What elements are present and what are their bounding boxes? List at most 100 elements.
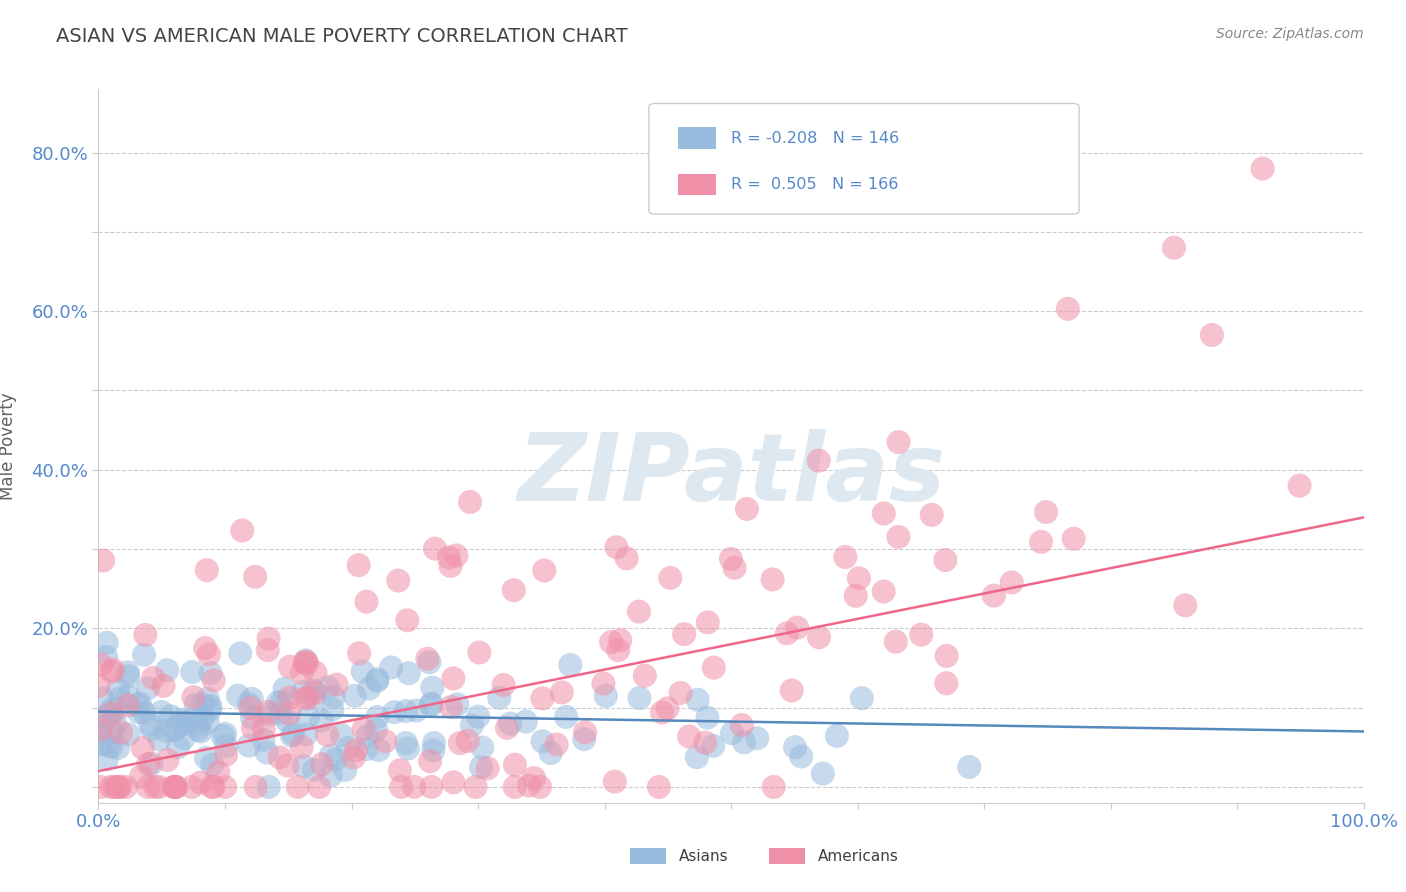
- Point: [648, 780, 671, 794]
- Point: [437, 550, 460, 565]
- Point: [200, 666, 222, 681]
- Point: [202, 780, 225, 794]
- Point: [723, 561, 745, 575]
- Point: [419, 698, 441, 712]
- Point: [957, 760, 980, 774]
- Point: [141, 723, 163, 737]
- Point: [387, 574, 409, 588]
- Point: [238, 697, 260, 711]
- Point: [747, 731, 769, 746]
- Point: [165, 780, 187, 794]
- Point: [295, 727, 318, 741]
- Point: [276, 714, 298, 728]
- Point: [396, 613, 419, 627]
- Point: [1035, 505, 1057, 519]
- Point: [395, 736, 418, 750]
- Point: [94, 650, 117, 665]
- Point: [259, 707, 281, 722]
- Point: [128, 705, 150, 719]
- Point: [90, 737, 112, 751]
- Point: [529, 780, 551, 794]
- Point: [389, 780, 412, 794]
- Point: [935, 676, 957, 690]
- FancyBboxPatch shape: [678, 174, 716, 195]
- Point: [398, 666, 420, 681]
- Point: [127, 698, 149, 712]
- Text: R =  0.505   N = 166: R = 0.505 N = 166: [731, 178, 898, 192]
- Point: [104, 703, 127, 717]
- Point: [330, 728, 353, 742]
- Point: [278, 659, 301, 673]
- Point: [115, 780, 138, 794]
- Point: [605, 541, 627, 555]
- Point: [780, 683, 803, 698]
- Point: [325, 752, 347, 766]
- Point: [446, 698, 468, 712]
- Point: [458, 495, 481, 509]
- Point: [273, 681, 295, 696]
- Point: [131, 741, 153, 756]
- Point: [316, 681, 339, 695]
- Point: [366, 710, 388, 724]
- Point: [337, 741, 360, 756]
- Point: [96, 712, 118, 726]
- Point: [851, 691, 873, 706]
- Point: [291, 739, 314, 754]
- Point: [201, 780, 224, 794]
- Point: [163, 780, 186, 794]
- Point: [423, 736, 446, 750]
- Point: [873, 584, 896, 599]
- Point: [108, 780, 131, 794]
- Point: [100, 780, 122, 794]
- Point: [492, 678, 515, 692]
- Point: [269, 750, 291, 764]
- Point: [560, 657, 582, 672]
- Point: [245, 570, 267, 584]
- Point: [276, 758, 298, 772]
- Text: ZIPatlas: ZIPatlas: [517, 428, 945, 521]
- Point: [887, 530, 910, 544]
- Point: [291, 665, 314, 680]
- Point: [194, 641, 217, 656]
- Point: [325, 678, 347, 692]
- Point: [380, 660, 402, 674]
- Point: [488, 690, 510, 705]
- Point: [634, 668, 657, 682]
- Point: [198, 648, 221, 662]
- Point: [229, 647, 252, 661]
- Point: [686, 750, 709, 764]
- Text: R = -0.208   N = 146: R = -0.208 N = 146: [731, 130, 900, 145]
- Point: [148, 780, 170, 794]
- Point: [790, 749, 813, 764]
- Point: [270, 706, 292, 721]
- Point: [297, 709, 319, 723]
- Point: [117, 669, 139, 683]
- Point: [283, 726, 305, 740]
- Point: [405, 704, 427, 718]
- FancyBboxPatch shape: [630, 848, 666, 864]
- Point: [156, 723, 179, 738]
- Point: [321, 703, 343, 717]
- Point: [419, 754, 441, 768]
- Point: [240, 691, 263, 706]
- Point: [91, 553, 114, 567]
- Point: [117, 665, 139, 680]
- Point: [100, 665, 122, 679]
- Point: [356, 595, 378, 609]
- Point: [100, 706, 122, 721]
- Point: [374, 734, 396, 748]
- Point: [267, 695, 290, 709]
- Point: [207, 765, 229, 780]
- Point: [302, 763, 325, 777]
- Point: [170, 714, 193, 728]
- Text: Americans: Americans: [818, 849, 898, 863]
- Point: [89, 723, 111, 737]
- Point: [110, 726, 132, 740]
- Point: [616, 551, 638, 566]
- Point: [357, 681, 380, 696]
- Point: [165, 780, 187, 794]
- Point: [811, 766, 834, 780]
- Point: [108, 691, 131, 706]
- Point: [150, 705, 173, 719]
- Point: [921, 508, 943, 522]
